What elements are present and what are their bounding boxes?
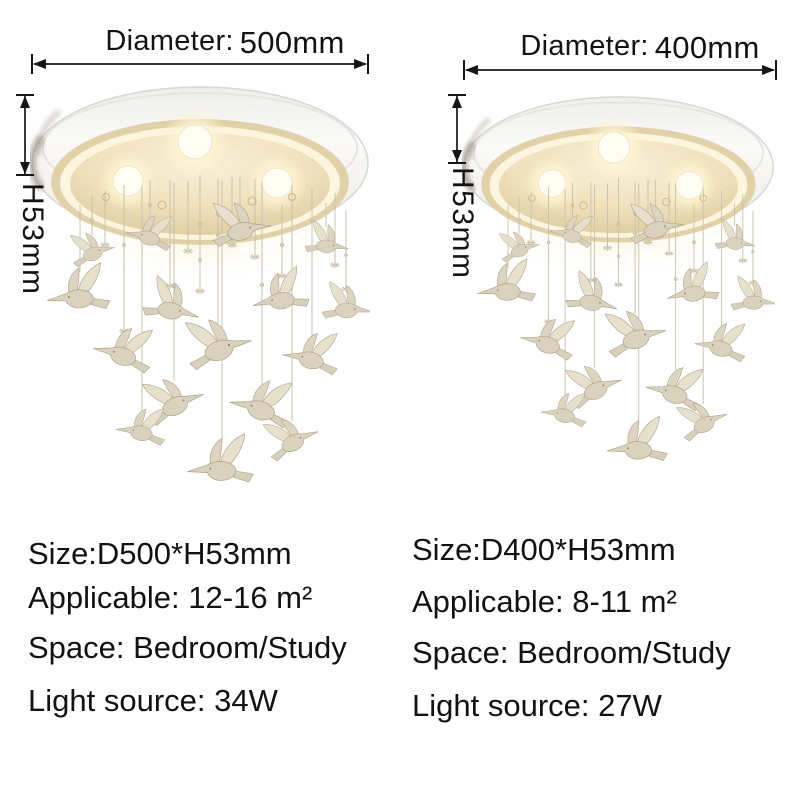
spec-list-d500: Size:D500*H53mm Applicable: 12-16 m² Spa… <box>28 536 347 719</box>
diameter-label: Diameter: <box>105 25 234 57</box>
spec-applicable: Applicable: 8-11 m² <box>412 584 677 619</box>
width-dimension-arrow-icon <box>31 54 369 74</box>
spec-list-d400: Size:D400*H53mm Applicable: 8-11 m² Spac… <box>412 532 731 724</box>
chandelier-photo-d500 <box>30 85 370 515</box>
height-dimension-arrow-icon <box>448 94 466 164</box>
chandelier-photo-d400 <box>462 95 775 491</box>
width-dimension-arrow-icon <box>463 60 777 80</box>
diameter-value: 400mm <box>654 30 760 65</box>
spec-size: Size:D400*H53mm <box>412 532 676 567</box>
height-label: H53mm <box>446 167 479 280</box>
height-dimension-arrow-icon <box>16 94 34 176</box>
diameter-label: Diameter: <box>520 30 649 62</box>
spec-applicable: Applicable: 12-16 m² <box>28 580 313 615</box>
spec-space: Space: Bedroom/Study <box>412 635 731 670</box>
spec-size: Size:D500*H53mm <box>28 536 292 571</box>
spec-light-source: Light source: 34W <box>28 683 278 718</box>
diameter-annotation: Diameter: 400mm <box>482 30 798 66</box>
spec-light-source: Light source: 27W <box>412 688 662 723</box>
diameter-annotation: Diameter: 500mm <box>55 25 395 61</box>
diameter-value: 500mm <box>239 25 345 60</box>
spec-space: Space: Bedroom/Study <box>28 630 347 665</box>
height-label: H53mm <box>16 183 49 296</box>
